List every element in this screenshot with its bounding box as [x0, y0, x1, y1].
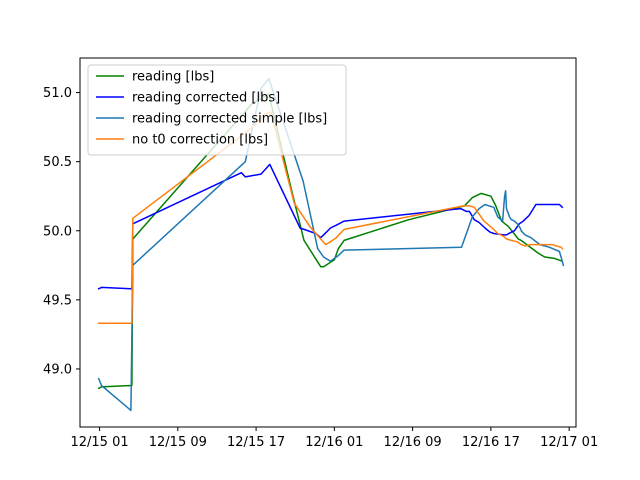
legend-label-3: reading corrected simple [lbs] [132, 112, 327, 127]
y-tick-label: 50.5 [43, 155, 72, 170]
legend-box [87, 64, 347, 156]
y-tick-label: 50.0 [43, 224, 72, 239]
legend-label-2: reading corrected [lbs] [132, 91, 280, 106]
x-axis: 12/15 01 12/15 09 12/15 17 12/16 01 12/16 09… [70, 427, 598, 450]
plot-frame [79, 57, 577, 428]
legend-label-1: reading [lbs] [132, 70, 214, 85]
x-tick-label: 12/15 01 [70, 435, 128, 450]
x-tick-label: 12/15 09 [149, 435, 207, 450]
x-tick-label: 12/15 17 [227, 435, 285, 450]
legend: reading [lbs] reading corrected [lbs] read… [87, 64, 347, 156]
y-tick-label: 49.5 [43, 293, 72, 308]
series-line-2 [97, 163, 564, 290]
x-tick-label: 12/16 17 [462, 435, 520, 450]
y-tick-label: 51.0 [43, 86, 72, 101]
x-tick-label: 12/16 01 [305, 435, 363, 450]
y-axis: 49.0 49.5 50.0 50.5 51.0 [43, 86, 80, 377]
y-tick-label: 49.0 [43, 362, 72, 377]
x-tick-label: 12/16 09 [384, 435, 442, 450]
x-tick-label: 12/17 01 [540, 435, 598, 450]
legend-label-4: no t0 correction [lbs] [132, 133, 268, 148]
